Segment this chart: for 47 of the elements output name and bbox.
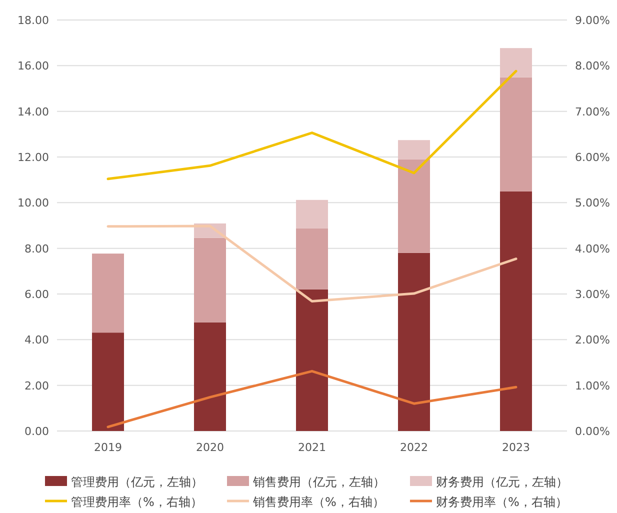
y2-tick-label: 3.00% xyxy=(575,288,610,301)
y2-tick-label: 1.00% xyxy=(575,379,610,392)
legend-label: 销售费用（亿元，左轴） xyxy=(252,475,385,489)
y2-tick-label: 7.00% xyxy=(575,105,610,118)
y2-tick-label: 8.00% xyxy=(575,60,610,73)
bar xyxy=(398,252,430,431)
y-tick-label: 6.00 xyxy=(24,288,49,301)
y2-tick-label: 0.00% xyxy=(575,425,610,438)
bar xyxy=(194,322,226,431)
bar xyxy=(500,77,532,192)
bar xyxy=(194,238,226,322)
x-tick-label: 2020 xyxy=(196,441,224,454)
x-tick-label: 2019 xyxy=(94,441,122,454)
legend-label: 管理费用率（%，右轴） xyxy=(71,495,202,509)
x-tick-label: 2023 xyxy=(502,441,530,454)
bar xyxy=(500,191,532,431)
bar xyxy=(500,48,532,78)
x-tick-label: 2021 xyxy=(298,441,326,454)
x-tick-label: 2022 xyxy=(400,441,428,454)
legend-label: 财务费用（亿元，左轴） xyxy=(436,475,568,489)
bar xyxy=(296,289,328,431)
legend-label: 管理费用（亿元，左轴） xyxy=(71,475,203,489)
line-series xyxy=(106,70,518,180)
bar xyxy=(296,228,328,290)
bar xyxy=(92,254,124,333)
y-tick-label: 12.00 xyxy=(18,151,49,164)
y-tick-label: 2.00 xyxy=(24,379,49,392)
y-tick-label: 0.00 xyxy=(24,425,49,438)
y2-tick-label: 5.00% xyxy=(575,196,610,210)
y2-tick-label: 4.00% xyxy=(575,242,610,256)
bar xyxy=(398,140,430,160)
line-series xyxy=(106,224,518,303)
y-tick-label: 8.00 xyxy=(24,242,49,256)
y-tick-label: 14.00 xyxy=(18,105,49,118)
bar xyxy=(296,200,328,228)
y-tick-label: 4.00 xyxy=(24,334,49,347)
y2-tick-label: 2.00% xyxy=(575,334,610,347)
legend-label: 财务费用率（%，右轴） xyxy=(436,495,568,509)
y-tick-label: 16.00 xyxy=(18,60,49,73)
line-series xyxy=(106,370,518,428)
y-tick-label: 18.00 xyxy=(18,14,49,27)
y2-tick-label: 9.00% xyxy=(575,14,610,27)
bar xyxy=(398,159,430,253)
y2-tick-label: 6.00% xyxy=(575,151,610,164)
legend-label: 销售费用率（%，右轴） xyxy=(252,495,384,509)
y-tick-label: 10.00 xyxy=(18,196,49,210)
bar xyxy=(92,332,124,431)
